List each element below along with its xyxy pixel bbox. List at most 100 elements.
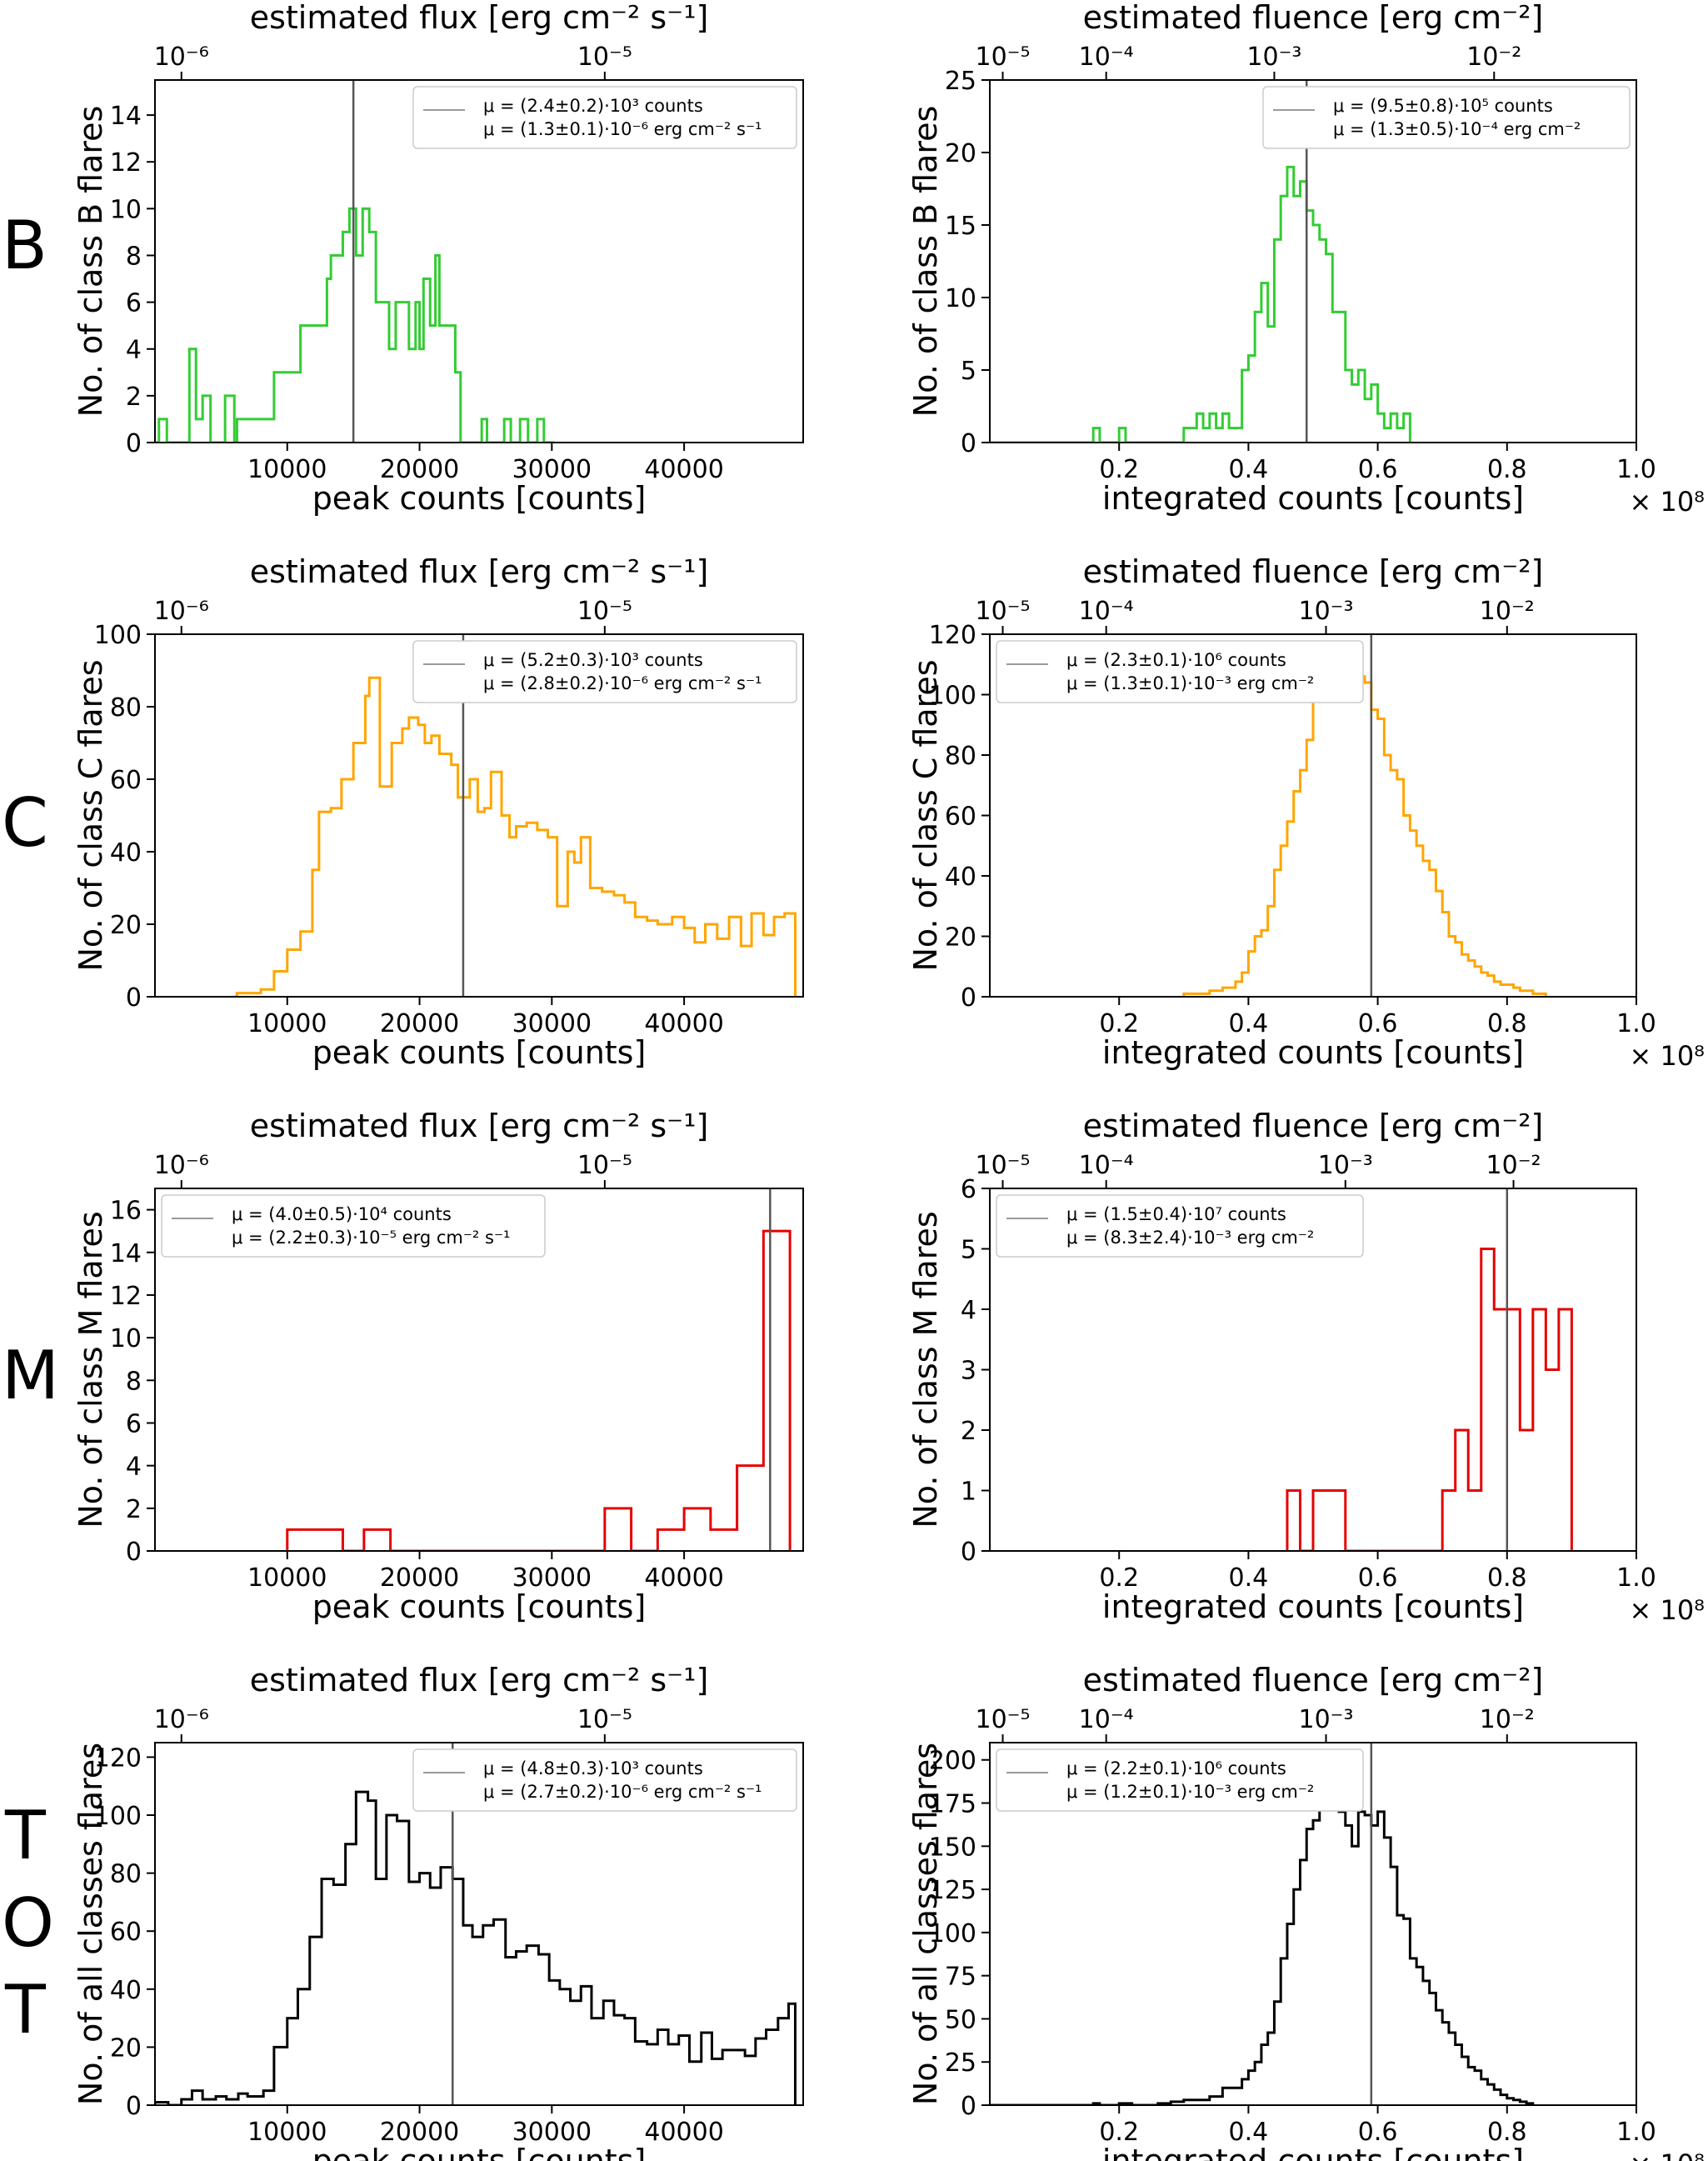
c-int-y-tick-label: 20 bbox=[945, 923, 976, 953]
c-peak-y-axis-label: No. of class C flares bbox=[72, 659, 109, 971]
b-int-legend-box bbox=[1262, 86, 1631, 149]
c-int-x-tick-label: 1.0 bbox=[1616, 1009, 1656, 1038]
tot-peak-x-axis-label: peak counts [counts] bbox=[312, 2143, 647, 2161]
tot-int-x-tick-label: 0.2 bbox=[1099, 2118, 1139, 2147]
tot-int-y-tick-label: 150 bbox=[929, 1833, 976, 1862]
b-int-y-tick-label: 5 bbox=[961, 357, 976, 386]
c-peak-y-tick-label: 20 bbox=[110, 911, 142, 940]
b-peak-y-tick-label: 10 bbox=[110, 195, 142, 224]
tot-peak-top-axis-label: estimated flux [erg cm⁻² s⁻¹] bbox=[250, 1662, 709, 1698]
tot-int-legend-entry: μ = (1.2±0.1)·10⁻³ erg cm⁻² bbox=[1066, 1782, 1314, 1802]
m-peak-y-tick-label: 2 bbox=[126, 1495, 142, 1524]
tot-int-top-tick-label: 10⁻³ bbox=[1298, 1705, 1353, 1734]
c-int-top-tick-label: 10⁻⁵ bbox=[975, 597, 1030, 626]
b-peak-legend-box bbox=[412, 86, 797, 149]
b-int-x-tick-label: 0.8 bbox=[1487, 455, 1527, 484]
c-peak-x-tick-label: 40000 bbox=[644, 1009, 723, 1038]
histogram-tot-integrated-counts: estimated fluence [erg cm⁻²] 10⁻⁵ 10⁻⁴ 10⁻³… bbox=[907, 1662, 1705, 2161]
b-peak-legend-entry: μ = (1.3±0.1)·10⁻⁶ erg cm⁻² s⁻¹ bbox=[483, 119, 762, 139]
c-peak-legend-box bbox=[412, 640, 797, 703]
m-int-legend-entry: μ = (8.3±2.4)·10⁻³ erg cm⁻² bbox=[1066, 1228, 1314, 1248]
m-peak-legend-entry: μ = (2.2±0.3)·10⁻⁵ erg cm⁻² s⁻¹ bbox=[232, 1228, 510, 1248]
tot-peak-y-axis-label: No. of all classes flares bbox=[72, 1743, 109, 2105]
b-peak-top-tick-label: 10⁻⁶ bbox=[154, 43, 209, 72]
panel-tot-integrated-counts: estimated fluence [erg cm⁻²] 10⁻⁵ 10⁻⁴ 10⁻³… bbox=[854, 1662, 1708, 2161]
histogram-c-integrated-counts: estimated fluence [erg cm⁻²] 10⁻⁵ 10⁻⁴ 10⁻³… bbox=[907, 553, 1705, 1072]
c-peak-y-tick-label: 100 bbox=[94, 621, 142, 650]
b-int-legend-entry: μ = (1.3±0.5)·10⁻⁴ erg cm⁻² bbox=[1333, 119, 1581, 139]
c-peak-y-tick-label: 80 bbox=[110, 693, 142, 723]
b-peak-y-tick-label: 6 bbox=[126, 289, 142, 318]
m-peak-axes-frame bbox=[154, 1188, 804, 1552]
c-int-y-tick-label: 100 bbox=[929, 682, 976, 711]
c-int-x-tick-label: 0.6 bbox=[1358, 1009, 1398, 1038]
tot-int-axes-frame bbox=[989, 1742, 1637, 2106]
m-peak-y-tick-label: 0 bbox=[126, 1538, 142, 1567]
c-peak-legend-entry: μ = (5.2±0.3)·10³ counts bbox=[483, 650, 703, 670]
tot-int-top-tick-label: 10⁻⁵ bbox=[975, 1705, 1030, 1734]
m-int-legend-entry: μ = (1.5±0.4)·10⁷ counts bbox=[1066, 1204, 1286, 1224]
m-peak-x-tick-label: 10000 bbox=[247, 1563, 327, 1593]
tot-peak-legend-entry: μ = (2.7±0.2)·10⁻⁶ erg cm⁻² s⁻¹ bbox=[483, 1782, 762, 1802]
c-peak-histogram-steps bbox=[234, 676, 797, 997]
c-peak-y-tick-label: 40 bbox=[110, 838, 142, 868]
c-int-legend-entry: μ = (2.3±0.1)·10⁶ counts bbox=[1066, 650, 1286, 670]
c-int-axes-frame bbox=[989, 633, 1637, 998]
m-peak-x-tick-label: 40000 bbox=[644, 1563, 723, 1593]
b-int-top-tick-label: 10⁻³ bbox=[1246, 43, 1301, 72]
m-int-top-tick-label: 10⁻² bbox=[1486, 1151, 1541, 1180]
b-peak-x-axis-label: peak counts [counts] bbox=[312, 480, 647, 517]
m-peak-y-tick-label: 14 bbox=[110, 1239, 142, 1268]
m-int-y-tick-label: 5 bbox=[961, 1236, 976, 1265]
b-int-y-axis-label: No. of class B flares bbox=[907, 106, 944, 418]
m-int-x-tick-label: 0.4 bbox=[1229, 1563, 1269, 1593]
c-int-y-tick-label: 60 bbox=[945, 803, 976, 832]
panel-m-peak-counts: estimated flux [erg cm⁻² s⁻¹] 10⁻⁶ 10⁻⁵ 0 2 4… bbox=[0, 1108, 854, 1642]
row-label-tot-1: T bbox=[5, 1797, 46, 1874]
m-int-top-axis-label: estimated fluence [erg cm⁻²] bbox=[1083, 1108, 1544, 1144]
m-peak-top-tick-label: 10⁻⁶ bbox=[154, 1151, 209, 1180]
b-int-top-tick-label: 10⁻⁵ bbox=[975, 43, 1030, 72]
b-peak-y-tick-label: 14 bbox=[110, 102, 142, 131]
m-peak-histogram-steps bbox=[286, 1229, 792, 1551]
histogram-tot-peak-counts: estimated flux [erg cm⁻² s⁻¹] 10⁻⁶ 10⁻⁵ 0 20… bbox=[72, 1662, 804, 2161]
b-int-top-tick-label: 10⁻⁴ bbox=[1079, 43, 1134, 72]
m-peak-top-axis-label: estimated flux [erg cm⁻² s⁻¹] bbox=[250, 1108, 709, 1144]
tot-int-y-tick-label: 100 bbox=[929, 1919, 976, 1948]
b-int-top-tick-label: 10⁻² bbox=[1466, 43, 1521, 72]
c-peak-y-tick-label: 0 bbox=[126, 983, 142, 1013]
panel-b-integrated-counts: estimated fluence [erg cm⁻²] 10⁻⁵ 10⁻⁴ 10⁻³… bbox=[854, 0, 1708, 533]
tot-int-histogram-steps bbox=[990, 1796, 1535, 2105]
tot-int-legend-entry: μ = (2.2±0.1)·10⁶ counts bbox=[1066, 1758, 1286, 1778]
tot-peak-y-tick-label: 120 bbox=[94, 1743, 142, 1773]
m-peak-y-tick-label: 10 bbox=[110, 1324, 142, 1353]
m-int-y-tick-label: 3 bbox=[961, 1357, 976, 1386]
tot-peak-y-tick-label: 20 bbox=[110, 2033, 142, 2063]
b-peak-y-tick-label: 8 bbox=[126, 242, 142, 271]
m-int-x-tick-label: 0.2 bbox=[1099, 1563, 1139, 1593]
row-label-m: M bbox=[2, 1337, 60, 1414]
c-peak-legend-entry: μ = (2.8±0.2)·10⁻⁶ erg cm⁻² s⁻¹ bbox=[483, 673, 762, 693]
m-int-histogram-steps bbox=[1286, 1248, 1573, 1551]
tot-int-top-axis-label: estimated fluence [erg cm⁻²] bbox=[1083, 1662, 1544, 1698]
b-int-y-tick-label: 10 bbox=[945, 284, 976, 313]
m-int-y-tick-label: 0 bbox=[961, 1538, 976, 1567]
tot-int-y-tick-label: 125 bbox=[929, 1876, 976, 1905]
c-int-x-tick-label: 0.4 bbox=[1229, 1009, 1269, 1038]
panel-m-integrated-counts: estimated fluence [erg cm⁻²] 10⁻⁵ 10⁻⁴ 10⁻³… bbox=[854, 1108, 1708, 1642]
c-peak-axes-frame bbox=[154, 633, 804, 998]
histogram-c-peak-counts: estimated flux [erg cm⁻² s⁻¹] 10⁻⁶ 10⁻⁵ 0 20… bbox=[72, 553, 804, 1071]
b-peak-y-tick-label: 0 bbox=[126, 429, 142, 458]
m-peak-x-tick-label: 30000 bbox=[512, 1563, 592, 1593]
tot-peak-x-tick-label: 10000 bbox=[247, 2118, 327, 2147]
m-peak-y-tick-label: 12 bbox=[110, 1282, 142, 1311]
c-int-legend-entry: μ = (1.3±0.1)·10⁻³ erg cm⁻² bbox=[1066, 673, 1314, 693]
b-int-top-axis-label: estimated fluence [erg cm⁻²] bbox=[1083, 0, 1544, 36]
b-peak-y-axis-label: No. of class B flares bbox=[72, 106, 109, 418]
b-int-x-tick-label: 0.4 bbox=[1229, 455, 1269, 484]
row-label-tot-2: O bbox=[2, 1884, 54, 1962]
b-int-x-axis-label: integrated counts [counts] bbox=[1102, 480, 1524, 517]
c-int-y-tick-label: 40 bbox=[945, 863, 976, 892]
c-peak-top-tick-label: 10⁻⁵ bbox=[577, 597, 632, 626]
m-int-y-tick-label: 2 bbox=[961, 1417, 976, 1446]
